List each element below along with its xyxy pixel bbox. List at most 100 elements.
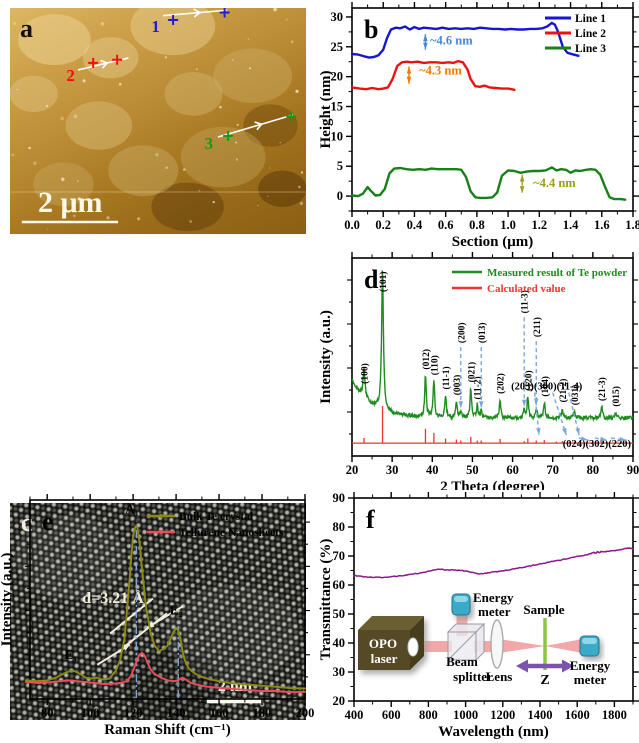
svg-text:1200: 1200 [490,708,515,722]
svg-text:70: 70 [333,549,346,563]
peak-label-A₁: A₁ [125,501,139,516]
annotation-4.4nm: ~4.4 nm [519,174,576,194]
afm-image: a 1 2 3 2 μm [10,8,306,234]
svg-text:60: 60 [506,463,519,477]
annotation-4.3nm: ~4.3 nm [406,63,462,84]
svg-text:Calculated value: Calculated value [487,283,566,295]
svg-text:(110): (110) [429,355,440,375]
xrd-chart: 20 30 40 50 60 70 80 90 2 Theta (degree) Intensit… [318,252,639,490]
y-axis: 0 5 10 15 20 25 30 [331,10,639,212]
x-axis-label: 2 Theta (degree) [440,479,544,490]
svg-text:1000: 1000 [453,708,478,722]
tem-haze [10,503,306,720]
svg-text:800: 800 [419,708,438,722]
svg-text:10: 10 [331,129,344,143]
profile-line-2-number: 2 [66,65,75,85]
tem-image: c d=3.21 Å 2 nm [10,503,306,720]
svg-text:0.4: 0.4 [407,218,423,232]
x-axis: 400 600 800 1000 1200 1400 1600 1800 [345,492,634,722]
transmittance-curve [353,547,634,579]
panel-a-afm: a 1 2 3 2 μm [0,0,318,250]
peak-labels: (100) (101) (012)(110)(11-1) (003) (200) (021… [360,271,622,409]
svg-text:(21-2): (21-2) [558,379,569,403]
energy-meter-top [451,593,471,616]
energy-meter-right [579,635,600,657]
x-axis: 20 30 40 50 60 70 80 90 [346,252,639,477]
panel-label-e: e [42,507,54,536]
svg-text:(101): (101) [378,271,389,292]
svg-text:1400: 1400 [528,708,553,722]
raman-chart: 80 100 120 140 160 180 200 Raman Shift (cm⁻¹) In… [0,494,314,738]
legend: Bulk Te crystal Tellurene Nanosheets [147,511,284,539]
y-axis [25,521,310,678]
legend: Line 1 Line 2 Line 3 [545,13,606,55]
svg-text:600: 600 [382,708,401,722]
svg-text:50: 50 [333,607,346,621]
svg-text:80: 80 [333,520,346,534]
x-axis: 80 100 120 140 160 180 200 [29,494,314,720]
x-axis-label: Section (μm) [452,234,533,250]
panel-label-b: b [364,15,378,44]
svg-text:1.4: 1.4 [563,218,579,232]
y-axis: 20 30 40 50 60 70 80 90 [333,491,639,708]
measured-pattern [351,270,634,423]
svg-text:140: 140 [167,706,186,720]
profile-line-1 [162,8,230,25]
svg-text:meter: meter [478,604,511,619]
svg-text:laser: laser [371,651,398,666]
profile-line-2 [77,54,129,71]
svg-text:(11-3): (11-3) [520,290,531,313]
svg-text:0.8: 0.8 [469,218,485,232]
svg-text:(11-2): (11-2) [473,376,484,399]
svg-text:(120): (120) [523,370,534,391]
svg-text:100: 100 [81,706,100,720]
svg-text:90: 90 [627,463,639,477]
svg-text:30: 30 [386,463,399,477]
y-axis-label: Intensity (a.u.) [318,310,334,404]
svg-text:50: 50 [466,463,479,477]
svg-text:(104): (104) [540,376,551,397]
svg-text:(203)(300)(11-4): (203)(300)(11-4) [511,382,583,393]
lens [490,619,504,669]
scale-bar-label-a: 2 μm [38,186,103,219]
axes-box [29,499,306,700]
svg-text:90: 90 [333,491,346,505]
svg-text:40: 40 [426,463,439,477]
svg-text:(021): (021) [466,362,477,383]
svg-text:splitter: splitter [453,669,493,684]
peak-label-E₁: E₁ [64,647,77,662]
svg-text:(11-1): (11-1) [441,366,452,389]
tem-annotations [96,597,264,704]
svg-text:60: 60 [333,578,346,592]
svg-text:80: 80 [41,706,54,720]
z-translation-arrow [516,659,574,673]
series-bulk-te-crystal [24,524,306,690]
panel-label-a: a [20,14,33,43]
lens-label: Lens [486,669,513,684]
svg-text:Line 1: Line 1 [575,13,606,25]
svg-text:(202): (202) [496,373,507,394]
panel-e-raman: 80 100 120 140 160 180 200 Raman Shift (cm⁻¹) In… [0,490,318,743]
height-profile-chart: 0.0 0.2 0.4 0.6 0.8 1.0 1.2 1.4 1.6 1.8 0 5 10 15 20 25… [318,2,639,250]
energy-meter-right-label: Energy [570,658,611,673]
transmittance-chart: 400 600 800 1000 1200 1400 1600 1800 20 30 40 50 60 7… [318,491,639,740]
svg-text:1.0: 1.0 [500,218,516,232]
beam-splitter-label: Beam [446,654,478,669]
svg-text:15: 15 [331,100,344,114]
svg-text:(21-3): (21-3) [597,377,608,401]
svg-text:~4.3 nm: ~4.3 nm [419,63,462,77]
energy-meter-top-label: Energy [473,590,514,605]
svg-text:(031): (031) [570,385,581,406]
legend: Measured result of Te powder Calculated v… [452,267,627,295]
z-label: Z [540,673,549,688]
svg-text:1.6: 1.6 [594,218,610,232]
svg-text:(100): (100) [360,363,371,384]
svg-text:(012): (012) [421,349,432,370]
afm-annotations [10,8,306,230]
svg-text:Line 2: Line 2 [575,28,606,40]
svg-text:meter: meter [574,672,607,687]
y-axis-label: Transmittance (%) [318,539,334,661]
beam-splitter [446,622,486,662]
